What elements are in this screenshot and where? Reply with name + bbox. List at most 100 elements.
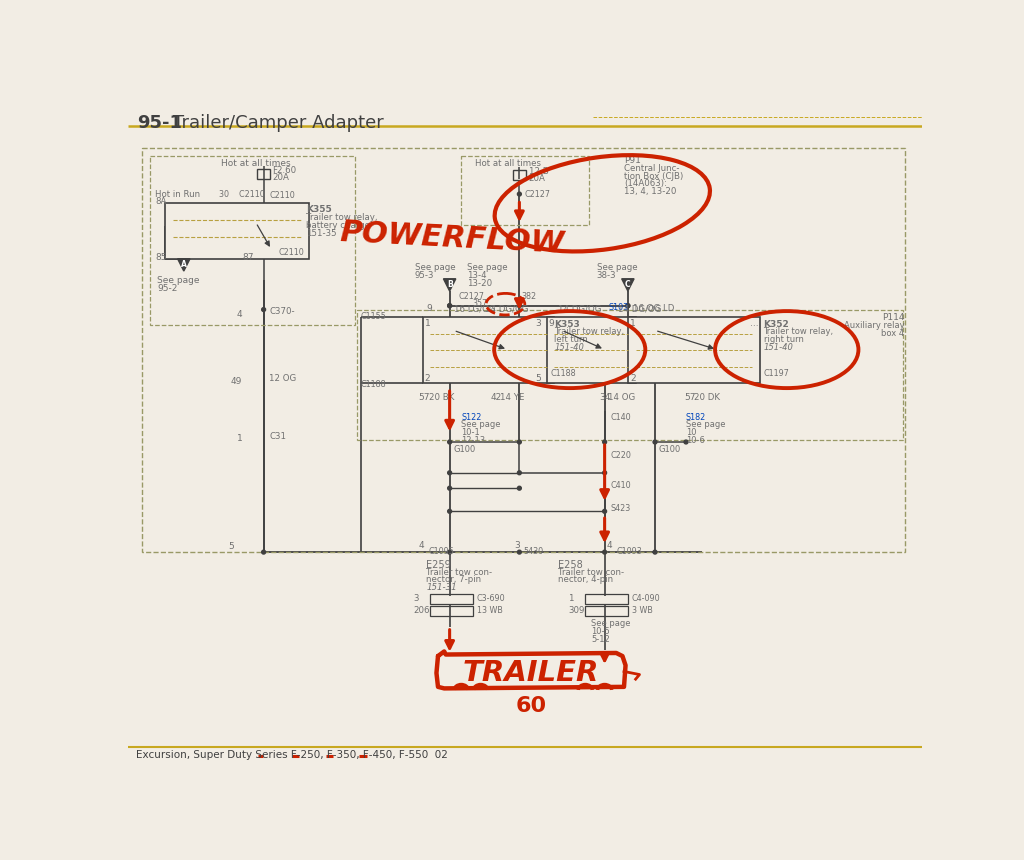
- Text: 12 B: 12 B: [528, 167, 549, 176]
- Text: 9: 9: [548, 319, 554, 328]
- Circle shape: [447, 304, 452, 308]
- Text: See page: See page: [467, 263, 507, 273]
- Bar: [430, 594, 473, 605]
- Text: C370-: C370-: [269, 307, 295, 316]
- Circle shape: [603, 509, 606, 513]
- Text: C2127: C2127: [459, 292, 485, 301]
- Text: 1: 1: [568, 594, 573, 604]
- Text: 1: 1: [237, 434, 243, 443]
- Text: Trailer/Camper Adapter: Trailer/Camper Adapter: [173, 114, 384, 132]
- Text: Trailer tow con-: Trailer tow con-: [558, 568, 625, 576]
- Text: 95-1: 95-1: [137, 114, 182, 132]
- Circle shape: [517, 440, 521, 444]
- Circle shape: [447, 486, 452, 490]
- Text: 5: 5: [228, 542, 234, 551]
- Text: 14 OG: 14 OG: [608, 393, 636, 402]
- Text: 95-3: 95-3: [415, 271, 434, 280]
- Bar: [461, 156, 589, 224]
- Text: 10-5: 10-5: [592, 627, 610, 636]
- Text: C1188: C1188: [360, 380, 386, 390]
- Text: P114: P114: [882, 313, 904, 322]
- Circle shape: [447, 509, 452, 513]
- Text: 14 DG/OG: 14 DG/OG: [617, 304, 662, 313]
- Text: 42: 42: [490, 393, 502, 402]
- Text: 357: 357: [473, 298, 488, 308]
- Text: C31: C31: [269, 432, 286, 441]
- Text: Trailer tow relay,: Trailer tow relay,: [764, 328, 834, 336]
- Text: C3-690: C3-690: [477, 594, 506, 604]
- Text: 2: 2: [425, 374, 430, 384]
- Text: P91: P91: [624, 157, 641, 165]
- Text: C1093: C1093: [616, 547, 642, 556]
- Text: battery charge: battery charge: [306, 221, 371, 230]
- Text: Hot at all times: Hot at all times: [221, 158, 291, 168]
- Bar: [150, 156, 355, 325]
- Circle shape: [517, 304, 521, 308]
- Text: Trailer tow relay,: Trailer tow relay,: [306, 213, 378, 223]
- Text: 4: 4: [607, 541, 612, 550]
- Text: 95-2: 95-2: [158, 284, 178, 293]
- Text: G100: G100: [658, 445, 681, 454]
- Text: box 4: box 4: [882, 329, 904, 338]
- Bar: [586, 594, 628, 605]
- Text: right turn: right turn: [764, 335, 804, 344]
- Text: C: C: [625, 280, 631, 290]
- Text: E258: E258: [558, 560, 583, 570]
- Text: S122: S122: [461, 413, 481, 421]
- Text: 14 YE: 14 YE: [500, 393, 524, 402]
- Circle shape: [262, 308, 265, 311]
- Text: nector, 4-pin: nector, 4-pin: [558, 575, 613, 584]
- Circle shape: [626, 304, 630, 308]
- Circle shape: [603, 550, 606, 554]
- Bar: [165, 203, 308, 259]
- Text: Hot at all times: Hot at all times: [475, 159, 542, 169]
- Text: 9: 9: [426, 304, 432, 313]
- Text: S103: S103: [608, 304, 629, 312]
- Text: F2.60: F2.60: [272, 166, 296, 175]
- Text: 12 OG: 12 OG: [269, 374, 296, 384]
- Text: 57: 57: [419, 393, 430, 402]
- Polygon shape: [177, 259, 190, 271]
- Text: K355: K355: [306, 205, 332, 214]
- Text: 30    C2110: 30 C2110: [219, 190, 265, 200]
- Circle shape: [447, 471, 452, 475]
- Circle shape: [262, 550, 265, 554]
- Bar: [423, 317, 554, 383]
- Text: nector, 7-pin: nector, 7-pin: [426, 575, 481, 584]
- Circle shape: [517, 192, 521, 196]
- Text: C140: C140: [610, 413, 631, 421]
- Text: 151-35: 151-35: [306, 229, 337, 237]
- Text: C1188: C1188: [550, 369, 575, 378]
- Text: 1: 1: [630, 319, 636, 328]
- Text: S423: S423: [610, 504, 631, 513]
- Text: K353: K353: [554, 320, 580, 329]
- Circle shape: [447, 304, 452, 308]
- Text: tion Box (CJB): tion Box (CJB): [624, 172, 683, 181]
- Bar: [586, 606, 628, 616]
- Text: 49: 49: [230, 377, 242, 385]
- Text: left turn: left turn: [554, 335, 588, 344]
- Text: C1197: C1197: [764, 369, 790, 378]
- Text: 5: 5: [536, 374, 542, 384]
- Text: S182: S182: [686, 413, 707, 421]
- Text: G100: G100: [454, 445, 476, 454]
- Text: 2: 2: [630, 374, 636, 384]
- Text: 4: 4: [237, 310, 242, 318]
- Polygon shape: [443, 279, 456, 291]
- Text: 10-1: 10-1: [461, 428, 480, 437]
- Text: 3: 3: [414, 594, 419, 604]
- Circle shape: [653, 440, 657, 444]
- Circle shape: [447, 440, 452, 444]
- Text: 34: 34: [599, 393, 610, 402]
- Text: See page: See page: [158, 276, 200, 286]
- Text: C220: C220: [610, 452, 631, 460]
- Text: 13-20: 13-20: [467, 279, 492, 288]
- Text: 12-13: 12-13: [461, 436, 485, 445]
- Text: POWERFLOW: POWERFLOW: [339, 218, 565, 258]
- Text: C1095: C1095: [429, 547, 455, 556]
- Circle shape: [517, 471, 521, 475]
- Text: 10-6: 10-6: [686, 436, 705, 445]
- Bar: [142, 148, 905, 552]
- Text: 14 DG/OG: 14 DG/OG: [485, 304, 528, 313]
- Circle shape: [603, 471, 606, 475]
